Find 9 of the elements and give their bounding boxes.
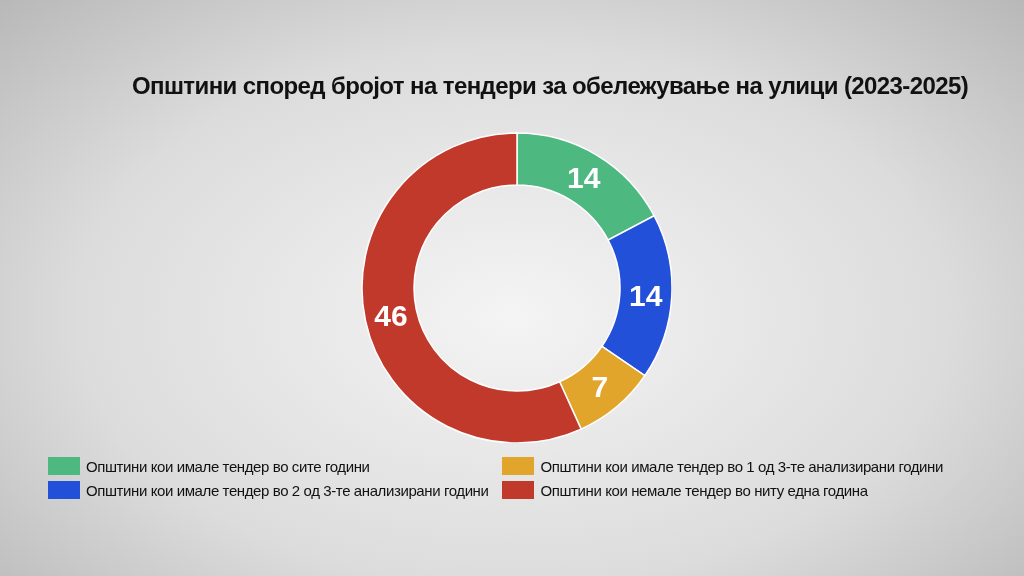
data-label: 14	[629, 279, 663, 312]
data-label: 7	[591, 370, 609, 404]
legend-label: Општини кои немале тендер во ниту една година	[540, 481, 868, 499]
legend-label: Општини кои имале тендер во сите години	[86, 457, 370, 475]
legend-label: Општини кои имале тендер во 2 од 3-те анализирани години	[86, 481, 489, 499]
chart-title: Општини според бројот на тендери за обележување на улици (2023-2025)	[130, 72, 970, 100]
data-label: 14	[566, 161, 601, 195]
data-label: 46	[374, 298, 408, 332]
legend-label: Општини кои имале тендер во 1 од 3-те анализирани години	[540, 457, 943, 475]
